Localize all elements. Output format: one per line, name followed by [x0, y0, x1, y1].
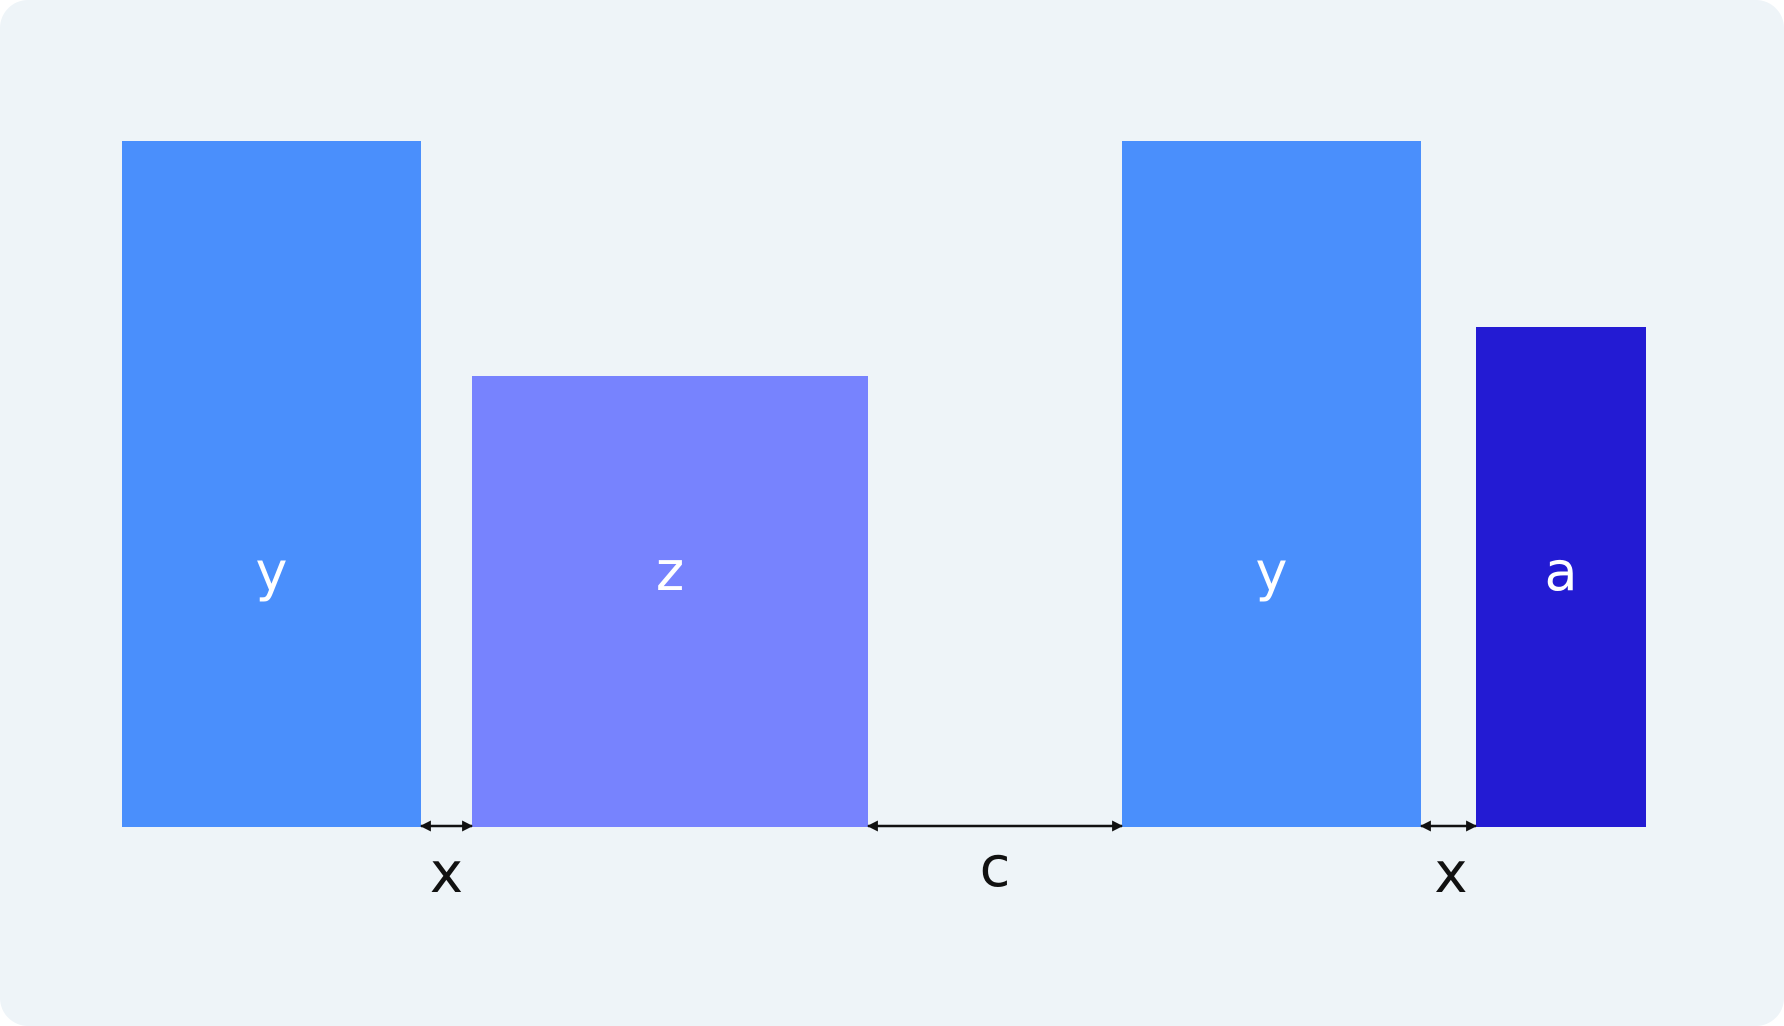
gap-x-left-dimension: x: [419, 820, 474, 906]
gap-x-left-label: x: [430, 841, 463, 906]
block-y-right: y: [1122, 141, 1421, 827]
gap-x-right-label: x: [1434, 841, 1467, 906]
gap-c-dimension: c: [866, 820, 1124, 900]
block-z-label: z: [656, 540, 684, 603]
block-y-left: y: [122, 141, 421, 827]
block-a: a: [1476, 327, 1646, 827]
block-y-left-label: y: [256, 540, 288, 603]
gap-c-label: c: [980, 835, 1011, 900]
block-z: z: [472, 376, 868, 827]
block-y-right-label: y: [1256, 540, 1288, 603]
gap-x-right-dimension: x: [1419, 820, 1478, 906]
block-a-label: a: [1544, 540, 1577, 603]
